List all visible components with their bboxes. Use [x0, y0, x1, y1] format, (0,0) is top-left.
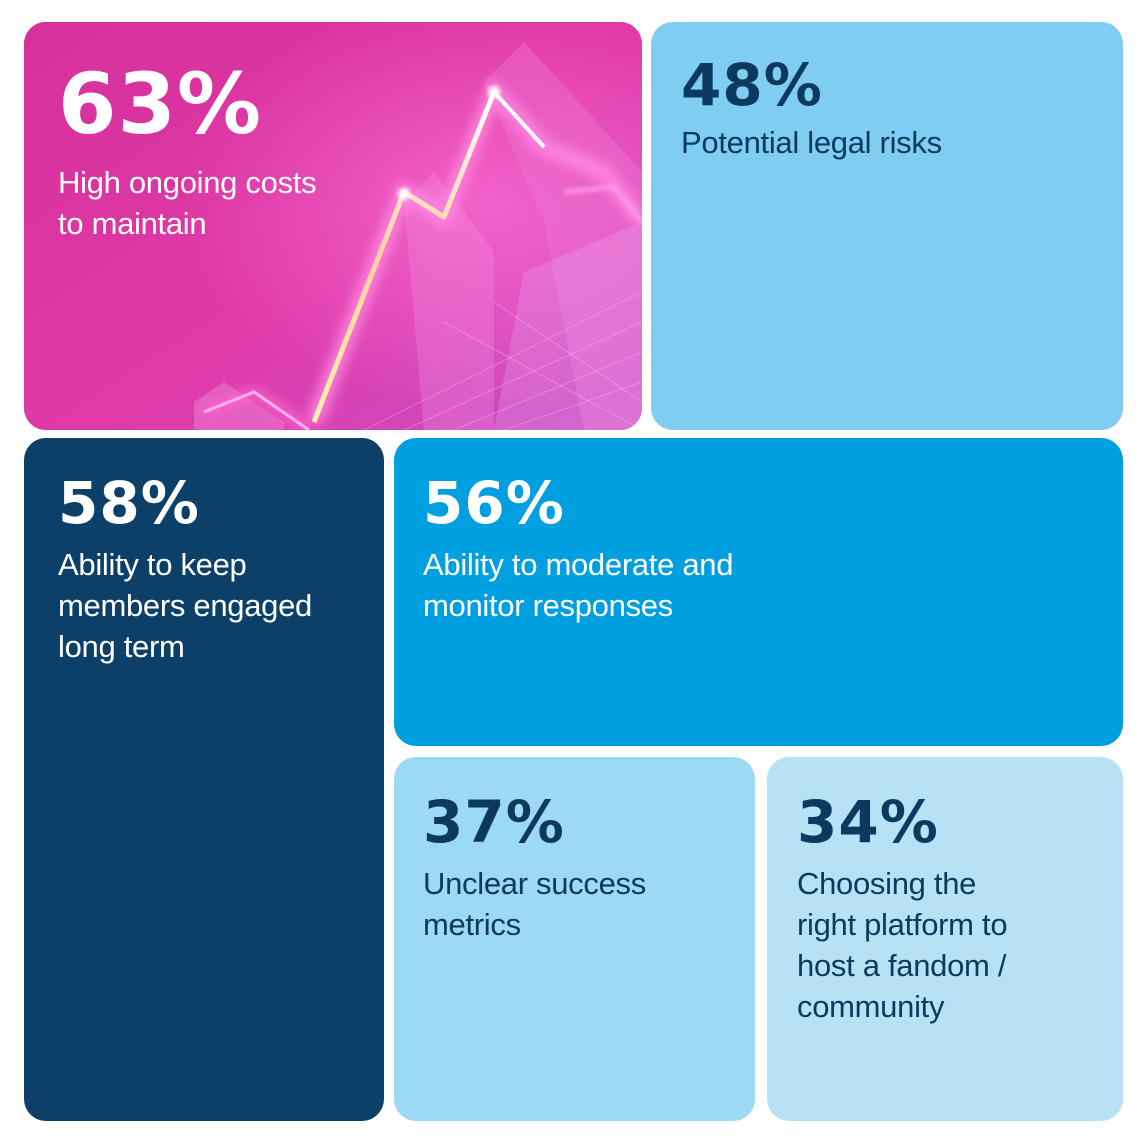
tile-content: 34% Choosing the right platform to host … — [797, 793, 1099, 1027]
tile-unclear-success-metrics: 37% Unclear success metrics — [394, 757, 755, 1121]
item-label: Ability to moderate and monitor response… — [423, 547, 734, 623]
tile-content: 48% Potential legal risks — [681, 56, 1099, 163]
tile-high-ongoing-costs: 63% High ongoing costs to maintain — [24, 22, 642, 430]
neon-rising-line-graphic — [24, 22, 642, 430]
item-label: High ongoing costs to maintain — [58, 165, 317, 241]
tile-keep-members-engaged: 58% Ability to keep members engaged long… — [24, 438, 384, 1121]
tile-content: 56% Ability to moderate and monitor resp… — [423, 474, 1099, 626]
tile-choosing-platform: 34% Choosing the right platform to host … — [767, 757, 1123, 1121]
percentage-value: 34% — [797, 788, 939, 856]
tile-content: 63% High ongoing costs to maintain — [58, 62, 618, 244]
tile-content: 37% Unclear success metrics — [423, 793, 731, 945]
item-label: Choosing the right platform to host a fa… — [797, 866, 1008, 1024]
percentage-value: 63% — [58, 55, 263, 153]
tile-potential-legal-risks: 48% Potential legal risks — [651, 22, 1123, 430]
tile-moderate-monitor-responses: 56% Ability to moderate and monitor resp… — [394, 438, 1123, 746]
tile-content: 58% Ability to keep members engaged long… — [58, 474, 360, 667]
percentage-value: 48% — [681, 51, 823, 119]
percentage-value: 56% — [423, 469, 565, 537]
percentage-value: 37% — [423, 788, 565, 856]
item-label: Potential legal risks — [681, 125, 942, 160]
item-label: Ability to keep members engaged long ter… — [58, 547, 312, 664]
item-label: Unclear success metrics — [423, 866, 646, 942]
percentage-value: 58% — [58, 469, 200, 537]
